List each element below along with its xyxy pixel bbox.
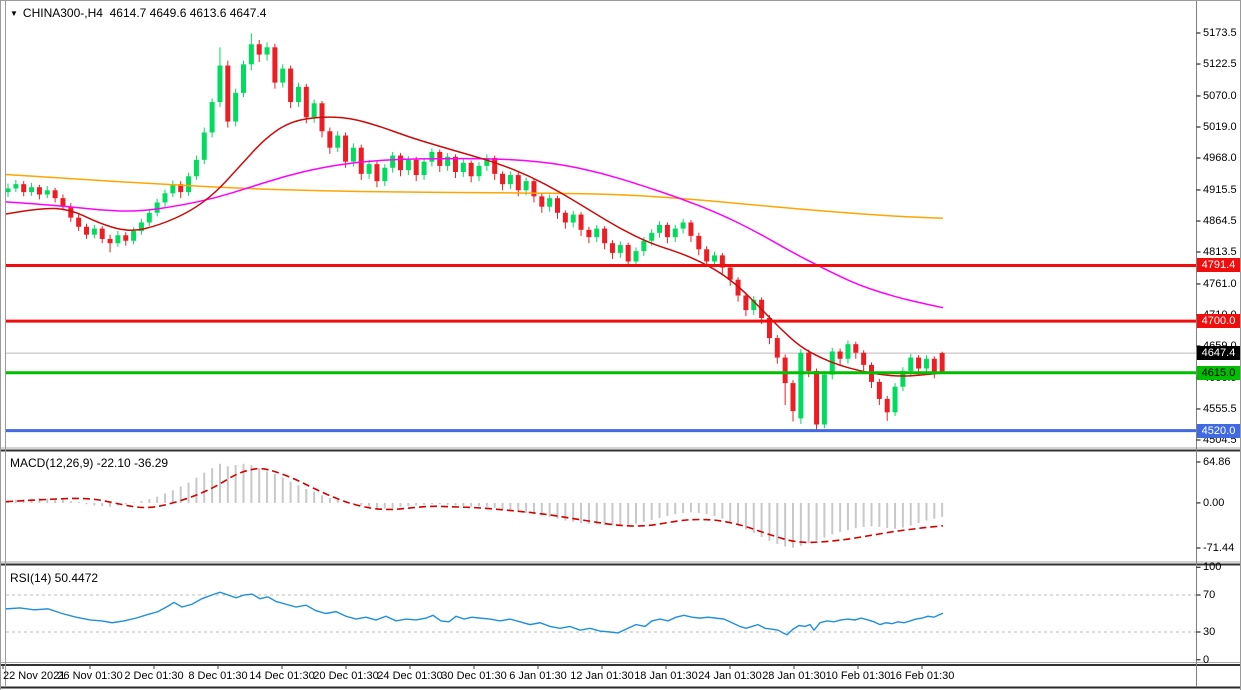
ma-mid-magenta-line <box>5 157 944 309</box>
price-tag-resistance-4791[interactable]: 4791.4 <box>1197 258 1240 273</box>
price-tag-support-4520[interactable]: 4520.0 <box>1197 423 1240 438</box>
current-price-tag: 4647.4 <box>1197 346 1240 361</box>
price-tag-resistance-4700[interactable]: 4700.0 <box>1197 314 1240 329</box>
rsi-line <box>5 591 944 636</box>
macd-histogram <box>7 463 944 548</box>
price-tag-support-4615[interactable]: 4615.0 <box>1197 365 1240 380</box>
macd-label: MACD(12,26,9) -22.10 -36.29 <box>10 456 169 470</box>
macd-indicator-title: MACD(12,26,9) -22.10 -36.29 <box>10 456 168 470</box>
symbol-dropdown-icon[interactable]: ▼ <box>10 9 18 18</box>
macd-signal-line <box>5 467 944 544</box>
rsi-label: RSI(14) 50.4472 <box>10 571 99 585</box>
ma-fast-red-line <box>5 116 944 377</box>
ma-slow-orange-line <box>5 173 944 219</box>
rsi-indicator-title: RSI(14) 50.4472 <box>10 571 98 585</box>
symbol-period-label: CHINA300-,H4 <box>22 6 103 20</box>
ohlc-values: 4614.7 4649.6 4613.6 4647.4 <box>109 6 267 20</box>
chart-title: ▼ CHINA300-,H4 4614.7 4649.6 4613.6 4647.… <box>10 6 266 20</box>
